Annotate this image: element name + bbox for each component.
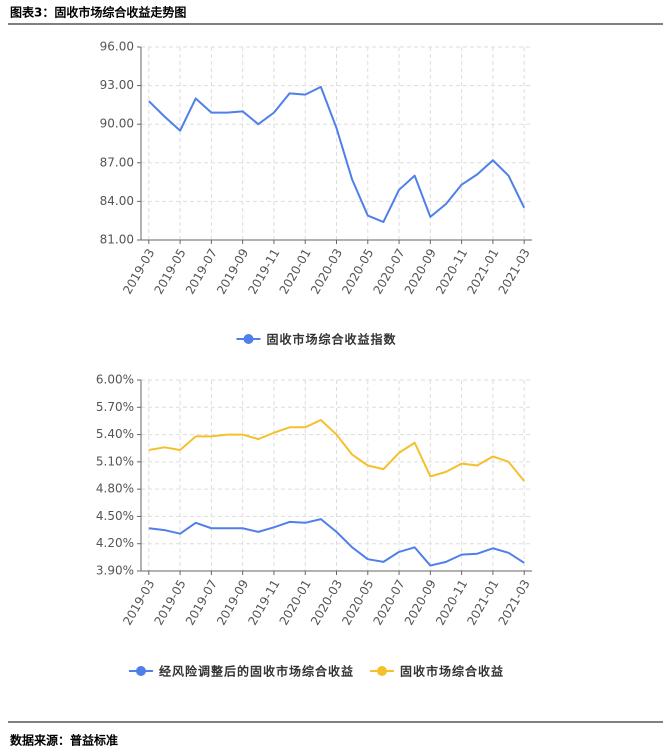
y-tick-label: 81.00 bbox=[100, 233, 134, 247]
y-tick-label: 6.00% bbox=[96, 373, 134, 387]
y-tick-label: 84.00 bbox=[100, 194, 134, 208]
y-tick-label: 87.00 bbox=[100, 155, 134, 169]
legend: 固收市场综合收益指数 bbox=[236, 332, 396, 347]
y-tick-label: 5.70% bbox=[96, 400, 134, 414]
legend-label: 固收市场综合收益指数 bbox=[266, 332, 396, 347]
legend-item: 经风险调整后的固收市场综合收益 bbox=[128, 664, 354, 679]
y-tick-label: 4.80% bbox=[96, 482, 134, 496]
y-tick-label: 3.90% bbox=[96, 564, 134, 578]
y-tick-label: 4.20% bbox=[96, 536, 134, 550]
legend-marker bbox=[135, 666, 146, 676]
series-line bbox=[148, 419, 525, 482]
y-tick-label: 93.00 bbox=[100, 78, 134, 92]
y-tick-label: 96.00 bbox=[100, 40, 134, 54]
legend-label: 经风险调整后的固收市场综合收益 bbox=[159, 664, 354, 679]
legend-marker bbox=[377, 666, 387, 676]
series-line bbox=[148, 85, 526, 223]
legend-item: 固收市场综合收益指数 bbox=[236, 332, 396, 347]
legend-label: 固收市场综合收益 bbox=[400, 664, 504, 679]
legend-item: 固收市场综合收益 bbox=[370, 664, 504, 679]
y-tick-label: 4.50% bbox=[96, 509, 134, 523]
y-tick-label: 5.40% bbox=[96, 427, 134, 441]
series-line bbox=[148, 518, 525, 567]
figure-title: 图表3：固收市场综合收益走势图 bbox=[10, 5, 186, 20]
source-note: 数据来源：普益标准 bbox=[10, 733, 118, 748]
legend: 经风险调整后的固收市场综合收益 固收市场综合收益 bbox=[128, 664, 504, 679]
legend-marker bbox=[243, 334, 254, 344]
y-tick-label: 90.00 bbox=[100, 117, 134, 131]
y-tick-label: 5.10% bbox=[96, 454, 134, 468]
